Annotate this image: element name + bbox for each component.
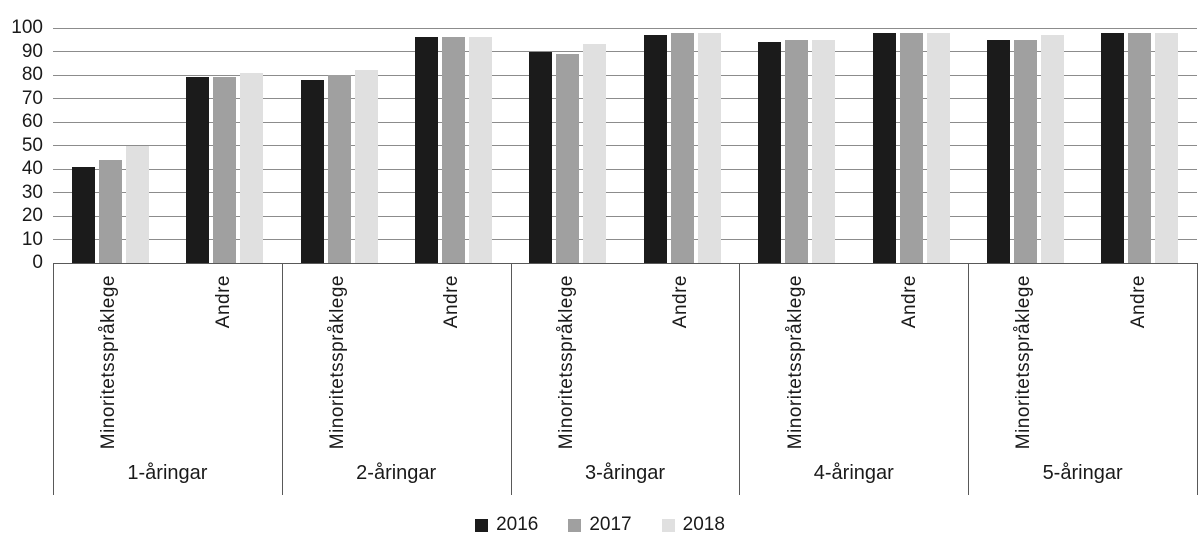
bar-2016 (71, 166, 95, 263)
legend-swatch-icon (568, 518, 582, 532)
y-tick-label: 0 (32, 252, 43, 273)
bar-2018 (354, 70, 378, 263)
y-tick-label: 70 (21, 87, 43, 109)
bar-2018 (926, 32, 950, 263)
bar-2016 (414, 37, 438, 263)
gridline (53, 121, 1197, 123)
subcategory-label: Andre (899, 275, 920, 329)
y-tick-label: 80 (21, 64, 43, 85)
y-tick-label: 10 (21, 228, 43, 250)
bar-2017 (441, 37, 465, 263)
subcategory-label: Minoritetsspråklege (327, 275, 348, 450)
gridline (53, 192, 1197, 193)
bar-2016 (758, 42, 782, 263)
gridline (53, 27, 1197, 29)
legend: 2016 2017 2018 (0, 514, 1200, 536)
subcategory-label: Minoritetsspråklege (784, 275, 806, 450)
subcategory-label: Andre (670, 275, 692, 329)
legend-swatch-icon (661, 518, 675, 532)
y-tick-label: 60 (21, 111, 43, 132)
bar-2018 (1040, 35, 1064, 263)
bar-2017 (556, 53, 580, 263)
legend-item-2018: 2018 (661, 514, 725, 536)
bar-2017 (1013, 39, 1037, 263)
x-axis-line (53, 262, 1197, 264)
gridline (53, 239, 1197, 240)
subcategory-label: Andre (212, 275, 234, 329)
subcategory-label: Andre (1127, 275, 1149, 329)
bar-2018 (697, 32, 721, 263)
bar-2017 (899, 32, 923, 263)
y-tick-label: 40 (21, 158, 43, 179)
category-separator (281, 263, 283, 495)
legend-item-2016: 2016 (475, 514, 538, 536)
bar-2017 (670, 32, 694, 263)
category-label: 3-åringar (584, 462, 666, 484)
bar-2016 (1101, 32, 1125, 263)
gridline (53, 168, 1197, 170)
bar-2016 (186, 77, 210, 263)
bar-2016 (986, 39, 1010, 263)
subcategory-label: Minoritetsspråklege (555, 275, 577, 450)
bar-2018 (468, 37, 492, 263)
gridline (53, 98, 1197, 99)
gridline (53, 51, 1197, 52)
bar-2018 (1155, 32, 1179, 263)
subcategory-label: Andre (441, 275, 463, 329)
bar-2017 (213, 77, 237, 263)
bar-2018 (125, 145, 149, 263)
bar-2017 (98, 159, 122, 263)
bar-2017 (327, 75, 351, 263)
y-tick-label: 20 (21, 205, 43, 226)
legend-swatch-icon (475, 518, 489, 532)
legend-label: 2018 (682, 514, 725, 535)
bar-2016 (872, 32, 896, 263)
y-tick-label: 50 (21, 134, 43, 156)
bar-2017 (1128, 32, 1152, 263)
bar-2018 (583, 44, 607, 263)
bar-2017 (785, 39, 809, 263)
subcategory-label: Minoritetsspråklege (1013, 275, 1035, 450)
legend-label: 2016 (496, 514, 539, 535)
legend-label: 2017 (589, 514, 632, 535)
bar-2016 (529, 51, 553, 263)
category-separator (968, 263, 970, 495)
bar-2018 (240, 72, 264, 263)
category-separator (53, 263, 54, 495)
category-label: 4-åringar (813, 462, 894, 484)
legend-item-2017: 2017 (568, 514, 632, 536)
category-separator (510, 263, 512, 495)
bar-2016 (643, 35, 667, 263)
category-label: 2-åringar (356, 462, 437, 484)
gridline (53, 215, 1197, 217)
gridline (53, 145, 1197, 146)
category-separator (739, 263, 741, 495)
subcategory-label: Minoritetsspråklege (98, 275, 120, 450)
category-label: 5-åringar (1042, 462, 1123, 484)
bar-2016 (300, 79, 324, 263)
bar-2018 (812, 39, 836, 263)
y-tick-label: 90 (21, 40, 43, 62)
category-separator (1197, 263, 1198, 495)
y-tick-label: 100 (11, 17, 43, 38)
gridline (53, 74, 1197, 76)
y-tick-label: 30 (21, 181, 43, 203)
category-label: 1-åringar (127, 462, 208, 484)
